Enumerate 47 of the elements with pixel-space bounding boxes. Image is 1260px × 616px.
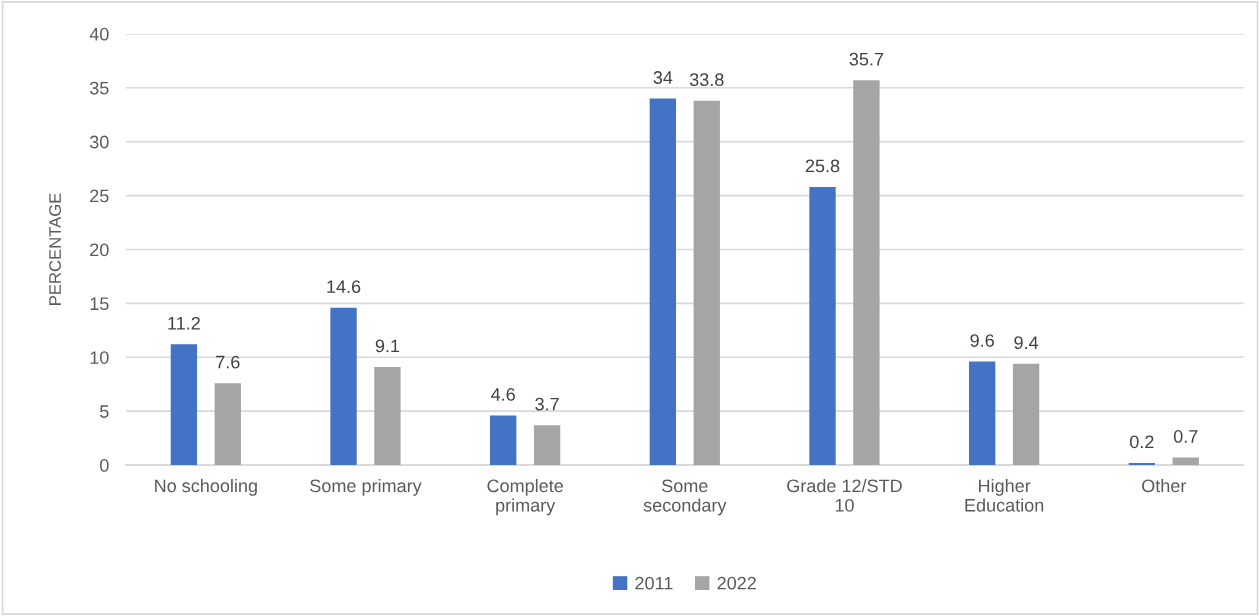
data-label: 34 — [653, 71, 673, 84]
bar — [1172, 457, 1199, 466]
data-label: 33.8 — [689, 73, 724, 87]
bar — [214, 383, 241, 466]
y-tick-label: 0 — [100, 459, 109, 472]
y-tick-label: 30 — [89, 135, 109, 149]
bar — [170, 344, 198, 466]
data-label: 9.4 — [1014, 336, 1039, 350]
data-label: 11.2 — [168, 316, 200, 330]
x-tick-label: Some secondary — [643, 479, 727, 516]
y-tick-label: 25 — [90, 189, 109, 203]
data-label: 4.6 — [491, 388, 515, 401]
x-tick-label: Grade 12/STD 10 — [787, 478, 902, 512]
bar — [1128, 462, 1156, 466]
y-tick-label: 35 — [89, 81, 109, 95]
data-label: 7.6 — [216, 355, 240, 369]
data-label: 3.7 — [535, 397, 559, 411]
data-label: 0.2 — [1129, 435, 1154, 449]
bar — [1012, 363, 1040, 466]
y-axis-title: PERCENTAGE — [49, 193, 61, 305]
bar — [853, 80, 880, 466]
x-tick-label: Some primary — [310, 478, 422, 496]
bar — [649, 98, 677, 466]
bar — [969, 361, 996, 466]
x-tick-label: Other — [1142, 478, 1187, 493]
data-label: 9.6 — [970, 334, 994, 347]
bar — [374, 366, 401, 466]
legend-label: 2022 — [717, 576, 756, 590]
y-tick-label: 10 — [90, 351, 109, 364]
data-label: 0.7 — [1173, 430, 1198, 443]
data-label: 9.1 — [375, 339, 400, 353]
y-tick-label: 15 — [90, 297, 109, 311]
bar — [330, 307, 357, 466]
bar — [490, 415, 517, 466]
x-tick-label: Complete primary — [487, 478, 563, 516]
bar — [809, 186, 836, 466]
bar — [533, 425, 561, 466]
bar — [693, 100, 720, 466]
y-tick-label: 20 — [90, 243, 109, 257]
x-tick-label: Higher Education — [965, 478, 1044, 512]
x-tick-label: No schooling — [155, 478, 257, 496]
y-tick-label: 40 — [89, 27, 109, 41]
legend-label: 2011 — [635, 576, 673, 590]
data-label: 35.7 — [849, 52, 884, 66]
data-label: 25.8 — [805, 159, 840, 173]
y-tick-label: 5 — [100, 405, 109, 418]
data-label: 14.6 — [327, 280, 361, 294]
